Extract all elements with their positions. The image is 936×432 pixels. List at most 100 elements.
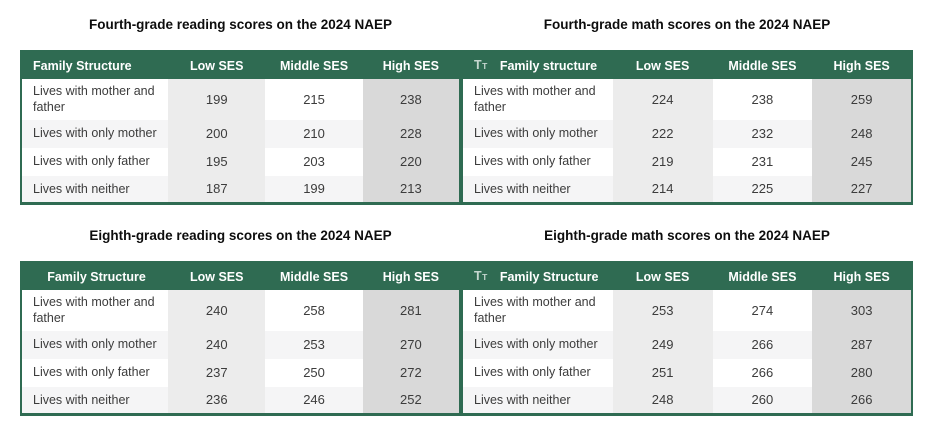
row-label-cell: Lives with neither bbox=[474, 392, 571, 407]
table-row: Lives with only father 219 231 245 bbox=[462, 147, 912, 176]
score-cell: 240 bbox=[168, 290, 266, 331]
score-cell: 214 bbox=[612, 175, 713, 204]
score-cell: 199 bbox=[168, 79, 266, 120]
column-header: High SES bbox=[812, 51, 912, 79]
text-format-icon-glyph: T bbox=[474, 269, 483, 284]
table-title: Eighth-grade math scores on the 2024 NAE… bbox=[544, 228, 830, 243]
column-header: Low SES bbox=[612, 262, 713, 290]
tables-grid: Fourth-grade reading scores on the 2024 … bbox=[20, 0, 913, 416]
column-header-label: Family Structure bbox=[499, 269, 599, 284]
column-header: High SES bbox=[362, 262, 460, 290]
score-cell: 219 bbox=[612, 147, 713, 176]
score-cell: 248 bbox=[812, 119, 912, 148]
row-label-cell: Lives with only mother bbox=[474, 337, 598, 352]
row-label-cell: Lives with only mother bbox=[33, 126, 157, 141]
row-label-cell: Lives with neither bbox=[33, 181, 130, 196]
row-label-cell: Lives with only mother bbox=[474, 126, 598, 141]
table-row: Lives with mother and father 253 274 303 bbox=[462, 290, 912, 331]
table-row: Lives with neither 236 246 252 bbox=[21, 386, 460, 415]
row-label-cell: Lives with only father bbox=[474, 154, 591, 169]
score-cell: 280 bbox=[812, 358, 912, 387]
score-cell: 281 bbox=[362, 290, 460, 331]
score-cell: 200 bbox=[168, 119, 266, 148]
score-cell: 260 bbox=[751, 392, 774, 408]
score-cell: 274 bbox=[751, 302, 774, 318]
score-cell: 210 bbox=[303, 126, 325, 141]
score-cell: 220 bbox=[362, 147, 460, 176]
score-cell: 252 bbox=[362, 386, 460, 415]
column-header: Low SES bbox=[168, 51, 266, 79]
column-header-family-structure: Family Structure bbox=[21, 262, 169, 290]
naep-table: T T Family Structure Low SES Middle SES High … bbox=[461, 261, 913, 416]
score-cell: 287 bbox=[812, 330, 912, 359]
score-cell: 253 bbox=[303, 337, 325, 352]
table-row: Lives with only father 195 203 220 bbox=[21, 147, 460, 176]
naep-table: Family Structure Low SES Middle SES High SE… bbox=[20, 50, 461, 205]
panel-fourth-reading: Fourth-grade reading scores on the 2024 … bbox=[20, 0, 461, 205]
panel-eighth-reading: Eighth-grade reading scores on the 2024 … bbox=[20, 205, 461, 416]
row-label-cell: Lives with only father bbox=[33, 365, 150, 380]
score-cell: 272 bbox=[362, 358, 460, 387]
column-header: High SES bbox=[812, 262, 912, 290]
header-row: Family Structure Low SES Middle SES High SE… bbox=[21, 262, 460, 290]
table-row: Lives with only mother 240 253 270 bbox=[21, 330, 460, 359]
table-row: Lives with mother and father 224 238 259 bbox=[462, 79, 912, 120]
row-label-cell: Lives with only father bbox=[33, 154, 150, 169]
table-title: Eighth-grade reading scores on the 2024 … bbox=[89, 228, 392, 243]
column-header-family-structure: T T Family structure bbox=[462, 51, 613, 79]
table-row: Lives with only mother 222 232 248 bbox=[462, 119, 912, 148]
column-header-label: Family Structure bbox=[33, 58, 132, 73]
score-cell: 213 bbox=[362, 175, 460, 204]
table-row: Lives with only mother 249 266 287 bbox=[462, 330, 912, 359]
score-cell: 266 bbox=[751, 337, 774, 352]
column-header: Middle SES bbox=[712, 262, 813, 290]
column-header: Low SES bbox=[168, 262, 266, 290]
score-cell: 199 bbox=[303, 181, 325, 197]
table-row: Lives with mother and father 240 258 281 bbox=[21, 290, 460, 331]
row-label-cell: Lives with only father bbox=[474, 365, 591, 380]
column-header: Middle SES bbox=[265, 51, 363, 79]
text-format-icon-glyph: T bbox=[474, 58, 483, 73]
score-cell: 232 bbox=[751, 126, 774, 141]
panel-fourth-math: Fourth-grade math scores on the 2024 NAE… bbox=[461, 0, 913, 205]
score-cell: 266 bbox=[812, 386, 912, 415]
column-header: Middle SES bbox=[265, 262, 363, 290]
score-cell: 248 bbox=[612, 386, 713, 415]
header-row: T T Family structure Low SES Middle SES High … bbox=[462, 51, 912, 79]
score-cell: 227 bbox=[812, 175, 912, 204]
score-cell: 215 bbox=[303, 91, 325, 107]
score-cell: 258 bbox=[303, 302, 325, 318]
score-cell: 303 bbox=[812, 290, 912, 331]
row-label-cell: Lives with only mother bbox=[33, 337, 157, 352]
column-header-label: Family structure bbox=[499, 58, 598, 73]
row-label-cell: Lives with mother and father bbox=[33, 84, 155, 115]
column-header-family-structure: Family Structure bbox=[21, 51, 169, 79]
score-cell: 270 bbox=[362, 330, 460, 359]
table-title: Fourth-grade reading scores on the 2024 … bbox=[88, 17, 393, 32]
row-label-cell: Lives with mother and father bbox=[474, 84, 596, 115]
header-row: Family Structure Low SES Middle SES High SE… bbox=[21, 51, 460, 79]
table-row: Lives with neither 187 199 213 bbox=[21, 175, 460, 204]
score-cell: 238 bbox=[362, 79, 460, 120]
header-row: T T Family Structure Low SES Middle SES High … bbox=[462, 262, 912, 290]
score-cell: 231 bbox=[751, 154, 774, 169]
row-label-cell: Lives with mother and father bbox=[33, 295, 155, 326]
score-cell: 195 bbox=[168, 147, 266, 176]
row-label-cell: Lives with neither bbox=[474, 181, 571, 196]
row-label-cell: Lives with mother and father bbox=[474, 295, 596, 326]
text-format-icon-glyph: T bbox=[482, 272, 488, 283]
row-label-cell: Lives with neither bbox=[33, 392, 130, 407]
table-row: Lives with only mother 200 210 228 bbox=[21, 119, 460, 148]
score-cell: 225 bbox=[751, 181, 774, 197]
column-header: Low SES bbox=[612, 51, 713, 79]
table-title: Fourth-grade math scores on the 2024 NAE… bbox=[543, 17, 831, 32]
table-row: Lives with neither 248 260 266 bbox=[462, 386, 912, 415]
score-cell: 266 bbox=[751, 365, 774, 380]
table-row: Lives with neither 214 225 227 bbox=[462, 175, 912, 204]
score-cell: 237 bbox=[168, 358, 266, 387]
score-cell: 236 bbox=[168, 386, 266, 415]
score-cell: 187 bbox=[168, 175, 266, 204]
